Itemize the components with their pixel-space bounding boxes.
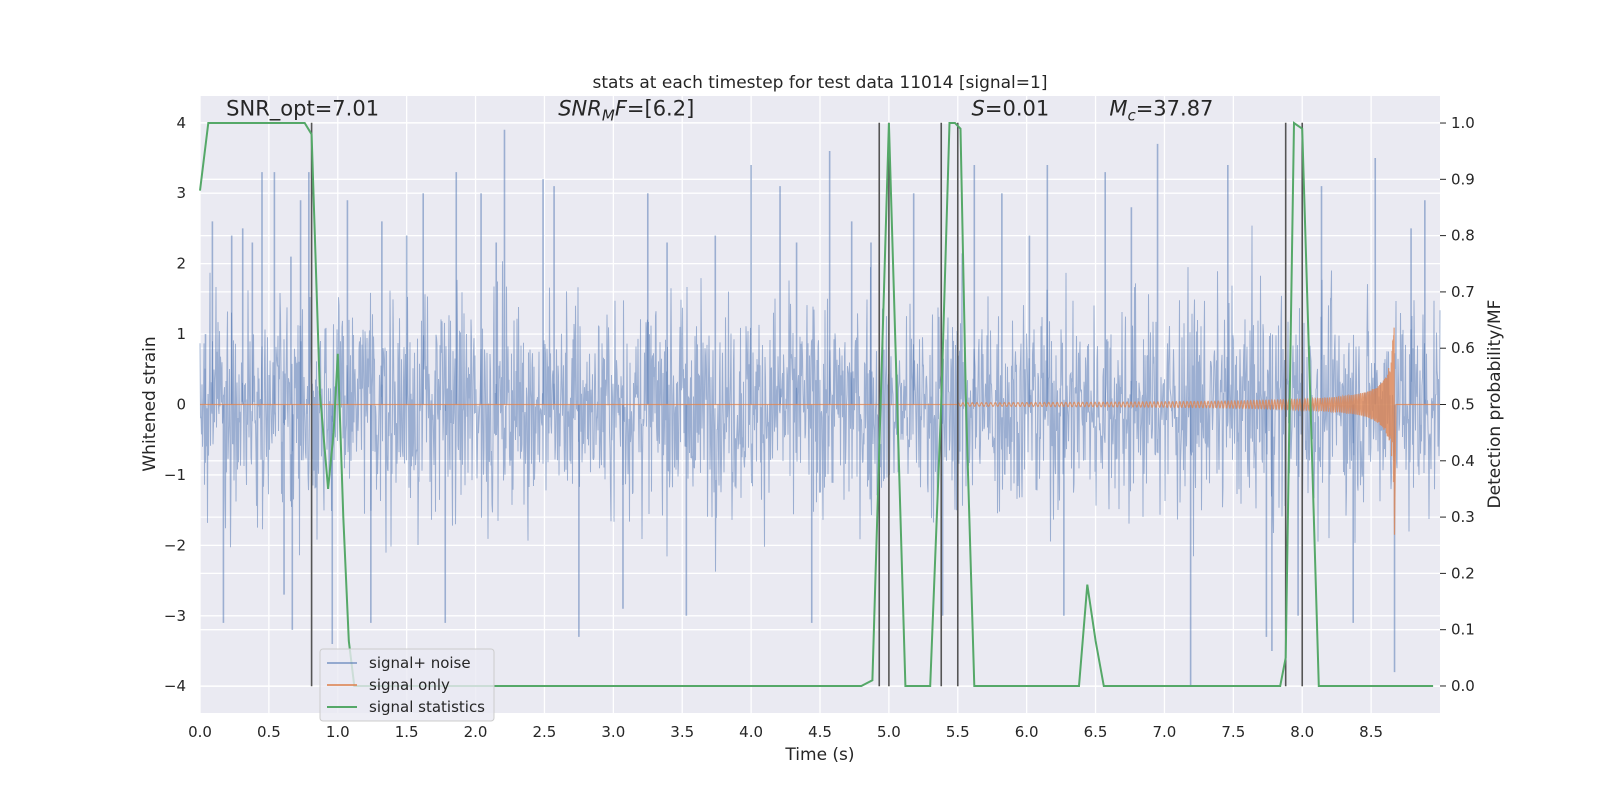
annotation: SNR_opt=7.01 (226, 97, 379, 122)
x-tick-label: 4.0 (739, 723, 763, 741)
y-tick-label: 4 (176, 114, 186, 132)
signal-noise-line (199, 225, 1441, 572)
x-tick-label: 4.5 (808, 723, 832, 741)
annotation: Mc=37.87 (1109, 97, 1213, 125)
x-tick-label: 0.0 (188, 723, 212, 741)
x-tick-label: 2.0 (464, 723, 488, 741)
y2-tick-label: 0.4 (1451, 452, 1475, 470)
signal-only-line (200, 327, 1440, 535)
x-tick-label: 5.5 (946, 723, 970, 741)
x-tick-label: 3.5 (670, 723, 694, 741)
legend-label-signal-noise: signal+ noise (369, 654, 471, 672)
y2-tick-label: 0.6 (1451, 339, 1475, 357)
legend: signal+ noise signal only signal statist… (319, 648, 495, 722)
x-tick-label: 8.0 (1290, 723, 1314, 741)
y2-tick-label: 0.7 (1451, 283, 1475, 301)
x-tick-label: 6.5 (1084, 723, 1108, 741)
legend-label-signal-only: signal only (369, 676, 450, 694)
series-signal-noise (199, 129, 1441, 687)
y-axis-ticks: 4 3 2 1 0 −1 −2 −3 −4 (164, 114, 186, 695)
y2-tick-label: 0.3 (1451, 508, 1475, 526)
y-tick-label: 0 (176, 396, 186, 414)
x-tick-label: 3.0 (601, 723, 625, 741)
y-tick-label: 3 (176, 184, 186, 202)
x-axis-label: Time (s) (784, 745, 854, 765)
y-tick-label: −1 (164, 466, 186, 484)
x-tick-label: 7.0 (1153, 723, 1177, 741)
x-axis-ticks: 0.0 0.5 1.0 1.5 2.0 2.5 3.0 3.5 4.0 4.5 5.0 5.5 6.0 6… (188, 723, 1383, 741)
y2-tick-label: 1.0 (1451, 114, 1475, 132)
y-tick-label: 1 (176, 325, 186, 343)
legend-box (319, 648, 495, 722)
annotation: S=0.01 (972, 97, 1050, 121)
y-tick-label: −2 (164, 536, 186, 554)
y2-tick-label: 0.8 (1451, 227, 1475, 245)
x-tick-label: 2.5 (533, 723, 557, 741)
x-tick-label: 1.5 (395, 723, 419, 741)
y-tick-label: −4 (164, 677, 186, 695)
y2-axis-ticks: 1.0 0.9 0.8 0.7 0.6 0.5 0.4 0.3 0.2 0.1 0.0 (1440, 114, 1475, 695)
y2-tick-label: 0.2 (1451, 564, 1475, 582)
y-axis-label: Whitened strain (140, 336, 160, 471)
legend-label-signal-statistics: signal statistics (369, 698, 485, 716)
annotation: SNRMF=[6.2] (558, 97, 694, 125)
x-tick-label: 0.5 (257, 723, 281, 741)
signal-statistics-line (199, 121, 1434, 687)
x-tick-label: 7.5 (1221, 723, 1245, 741)
y-tick-label: 2 (176, 255, 186, 273)
annotations: SNR_opt=7.01 SNRMF=[6.2] S=0.01 Mc=37.87 (226, 97, 1213, 125)
y2-tick-label: 0.0 (1451, 677, 1475, 695)
y2-axis-label: Detection probability/MF (1485, 300, 1505, 509)
x-tick-label: 1.0 (326, 723, 350, 741)
series-signal-statistics (199, 121, 1434, 687)
y-tick-label: −3 (164, 607, 186, 625)
x-tick-label: 8.5 (1359, 723, 1383, 741)
x-tick-label: 5.0 (877, 723, 901, 741)
y2-tick-label: 0.5 (1451, 396, 1475, 414)
y2-tick-label: 0.9 (1451, 170, 1475, 188)
x-tick-label: 6.0 (1015, 723, 1039, 741)
chart-title: stats at each timestep for test data 110… (593, 73, 1048, 93)
y2-tick-label: 0.1 (1451, 621, 1475, 639)
series-signal-only (200, 327, 1440, 535)
